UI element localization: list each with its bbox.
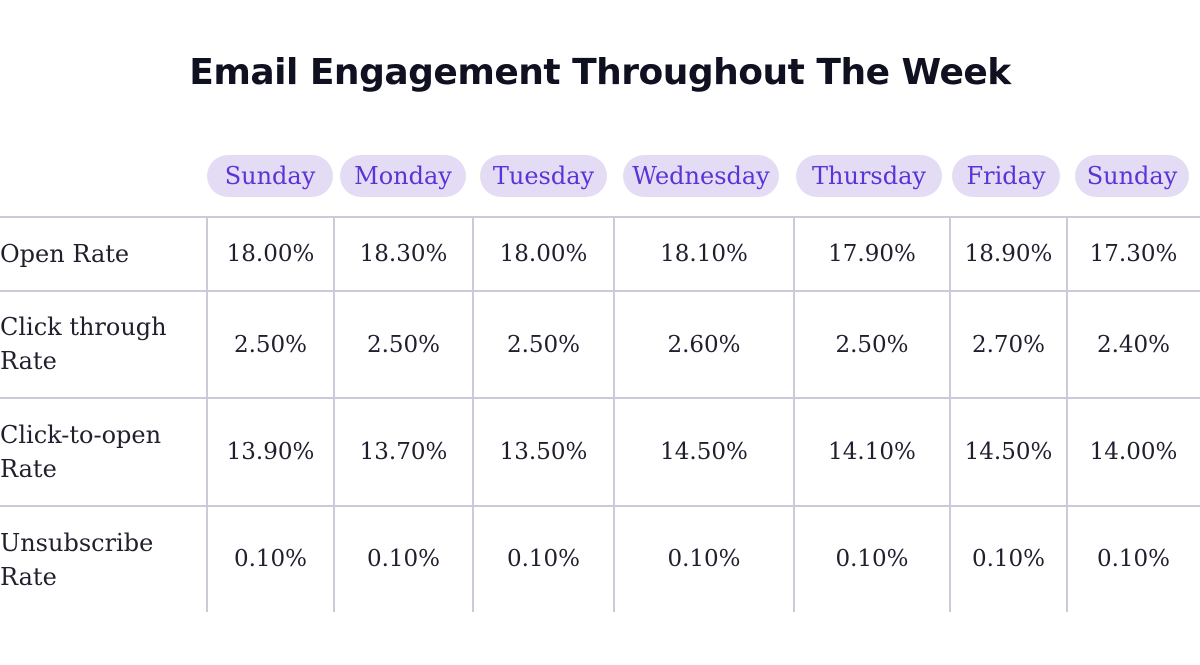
column-header-4: Wednesday bbox=[623, 155, 779, 197]
table-cell: 13.50% bbox=[499, 439, 588, 465]
row-divider bbox=[0, 290, 1200, 292]
table-cell: 0.10% bbox=[233, 546, 308, 572]
table-cell: 18.00% bbox=[499, 241, 588, 267]
table-cell: 14.50% bbox=[964, 439, 1053, 465]
table-cell: 18.00% bbox=[226, 241, 315, 267]
column-header-1: Sunday bbox=[207, 155, 333, 197]
table-cell: 17.90% bbox=[828, 241, 916, 267]
column-divider bbox=[793, 217, 795, 612]
chart-title: Email Engagement Throughout The Week bbox=[189, 52, 1011, 93]
table-cell: 18.90% bbox=[964, 241, 1053, 267]
row-label: Click-to-open Rate bbox=[0, 421, 162, 483]
table-cell: 2.40% bbox=[1096, 331, 1171, 358]
column-header-2: Monday bbox=[340, 155, 466, 197]
row-label: Open Rate bbox=[0, 240, 130, 268]
column-divider bbox=[1066, 217, 1068, 612]
column-divider bbox=[949, 217, 951, 612]
table-cell: 0.10% bbox=[835, 546, 909, 572]
table-cell: 0.10% bbox=[971, 546, 1046, 572]
table-cell: 2.50% bbox=[366, 331, 441, 358]
table-cell: 2.60% bbox=[667, 331, 741, 358]
row-divider bbox=[0, 216, 1200, 218]
table-cell: 2.50% bbox=[835, 331, 909, 358]
table-cell: 0.10% bbox=[506, 546, 581, 572]
column-divider bbox=[613, 217, 615, 612]
table-cell: 2.50% bbox=[233, 331, 308, 358]
table-cell: 13.70% bbox=[359, 439, 448, 465]
row-divider bbox=[0, 505, 1200, 507]
row-label: Click through Rate bbox=[0, 313, 167, 375]
column-header-3: Tuesday bbox=[480, 155, 607, 197]
row-divider bbox=[0, 397, 1200, 399]
table-cell: 18.30% bbox=[359, 241, 448, 267]
table-cell: 2.50% bbox=[506, 331, 581, 358]
table-cell: 2.70% bbox=[971, 331, 1046, 358]
column-header-7: Sunday bbox=[1075, 155, 1189, 197]
column-divider bbox=[472, 217, 474, 612]
table-cell: 14.10% bbox=[828, 439, 916, 465]
table-cell: 0.10% bbox=[366, 546, 441, 572]
table-cell: 17.30% bbox=[1089, 241, 1178, 267]
table-cell: 13.90% bbox=[226, 439, 315, 465]
column-divider bbox=[333, 217, 335, 612]
table-cell: 0.10% bbox=[667, 546, 741, 572]
column-header-5: Thursday bbox=[796, 155, 942, 197]
row-label: Unsubscribe Rate bbox=[0, 529, 154, 591]
table-cell: 0.10% bbox=[1096, 546, 1171, 572]
column-header-6: Friday bbox=[952, 155, 1060, 197]
table-cell: 14.50% bbox=[660, 439, 748, 465]
table-cell: 14.00% bbox=[1089, 439, 1178, 465]
column-divider bbox=[206, 217, 208, 612]
table-cell: 18.10% bbox=[660, 241, 748, 267]
